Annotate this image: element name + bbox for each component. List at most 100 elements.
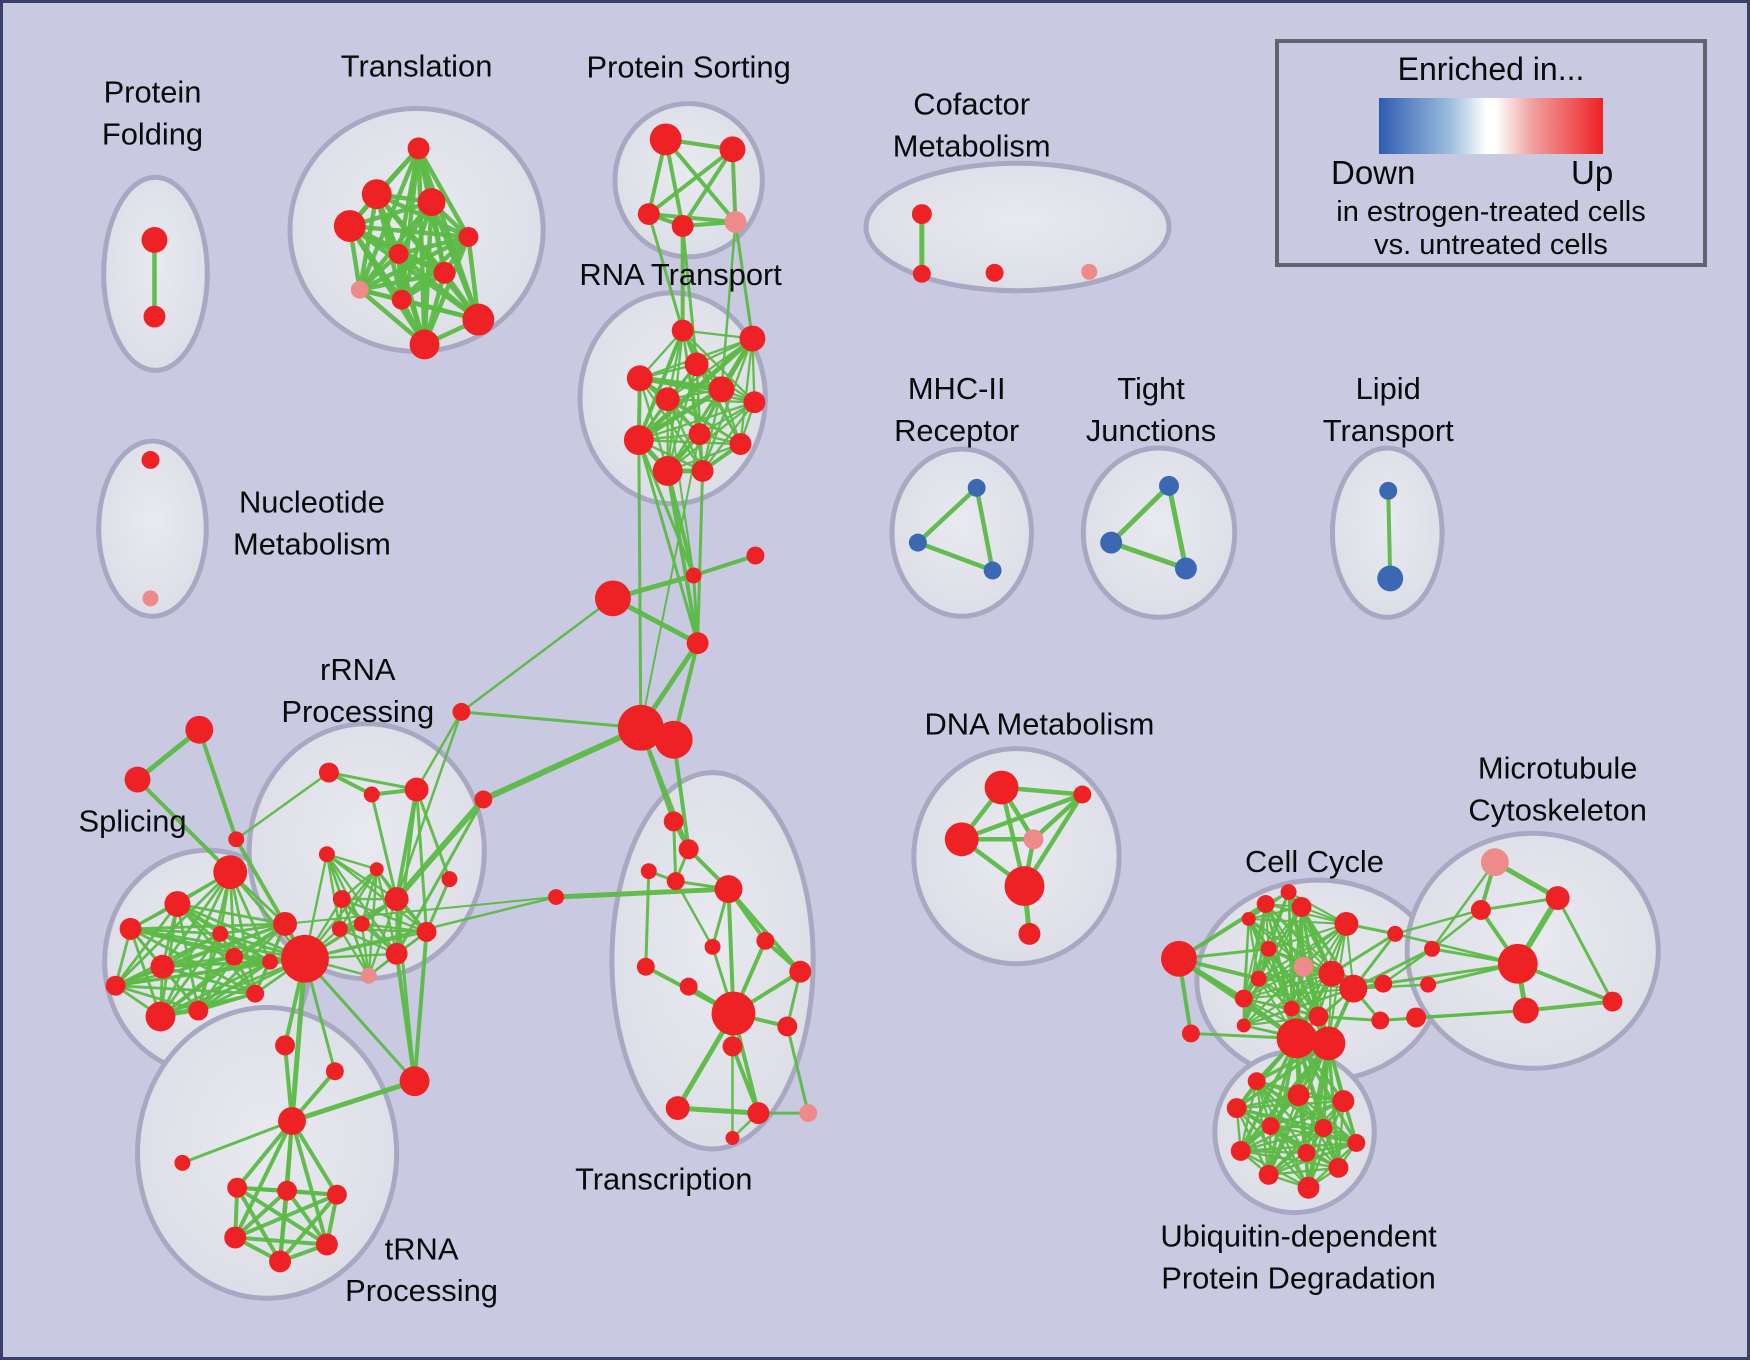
gene-set-node <box>711 991 756 1036</box>
gene-set-node <box>185 715 214 744</box>
gene-set-node <box>1287 1084 1310 1107</box>
gene-set-node <box>649 123 682 156</box>
edge <box>1242 987 1355 1000</box>
edge <box>114 984 257 996</box>
edge <box>289 956 308 1124</box>
edge <box>1523 999 1615 1013</box>
edge <box>1382 947 1434 985</box>
gene-set-node <box>1241 911 1256 926</box>
edge <box>1269 1099 1345 1128</box>
edge <box>1267 922 1348 950</box>
edge <box>114 902 179 988</box>
gene-set-node <box>141 227 168 253</box>
edge <box>290 1119 339 1197</box>
edge <box>675 1105 761 1116</box>
network-canvas: Protein Folding Translation Protein Sorting… <box>78 49 1661 1308</box>
gene-set-node <box>462 303 495 336</box>
gene-set-node <box>269 1250 292 1273</box>
edge <box>129 922 287 931</box>
cluster-label-mhc-ii-receptor: MHC-II <box>908 371 1006 406</box>
edge <box>1247 917 1348 925</box>
gene-set-node <box>1293 956 1314 977</box>
cluster-label-dna-metabolism: DNA Metabolism <box>924 707 1154 742</box>
gene-set-node <box>1377 565 1404 592</box>
gene-set-node <box>1283 1000 1300 1017</box>
gene-set-node <box>1347 1133 1366 1152</box>
edge <box>666 398 695 577</box>
gene-set-node <box>399 1066 430 1097</box>
gene-set-node <box>452 702 471 721</box>
edge <box>197 727 239 842</box>
gene-set-node <box>626 365 653 392</box>
gene-set-node <box>1314 1119 1333 1137</box>
cluster-ellipse-mhc-ii-receptor <box>889 446 1034 619</box>
gene-set-node <box>1260 940 1277 957</box>
edge <box>1269 1124 1358 1145</box>
gene-set-node <box>1161 940 1197 977</box>
gene-set-node <box>1226 1098 1247 1119</box>
edge <box>196 932 222 1012</box>
edge <box>739 337 754 446</box>
cluster-label-ubiquitin-dependent-protein-degradation: Protein Degradation <box>1161 1260 1436 1295</box>
edge <box>135 777 233 875</box>
edge <box>1479 896 1560 912</box>
edge <box>733 220 754 341</box>
gene-set-node <box>637 203 660 226</box>
edge <box>1108 483 1172 546</box>
edge <box>415 788 451 881</box>
gene-set-node <box>277 1180 297 1201</box>
gene-set-node <box>119 917 142 940</box>
gene-set-node <box>333 210 366 242</box>
edge <box>974 485 995 573</box>
gene-set-node <box>655 387 680 412</box>
gene-set-node <box>1073 785 1092 804</box>
gene-set-node <box>714 875 743 904</box>
gene-set-node <box>385 942 408 965</box>
edge <box>367 897 398 977</box>
edge <box>1297 1093 1358 1145</box>
gene-set-node <box>1297 1176 1320 1199</box>
gene-set-node <box>704 938 721 955</box>
cluster-label-tight-junctions: Junctions <box>1086 413 1216 448</box>
edge <box>338 927 370 977</box>
edge <box>1414 1009 1528 1019</box>
edge <box>325 853 398 955</box>
gene-set-node <box>332 890 351 908</box>
edge <box>1257 977 1320 1018</box>
edge <box>1430 908 1483 951</box>
gene-set-node <box>1371 1011 1390 1030</box>
edge <box>637 401 756 442</box>
gene-set-node <box>756 931 775 950</box>
gene-set-node <box>1174 557 1197 580</box>
edge <box>701 401 756 473</box>
gene-set-node <box>678 839 699 860</box>
cluster-label-protein-sorting: Protein Sorting <box>587 50 791 85</box>
gene-set-node <box>743 391 766 414</box>
gene-set-node <box>1379 481 1398 500</box>
gene-set-node <box>548 889 565 906</box>
edge <box>1430 860 1497 951</box>
gene-set-node <box>671 215 694 237</box>
gene-set-node <box>1545 886 1570 910</box>
edge <box>459 710 643 730</box>
edge <box>1239 1036 1299 1153</box>
edge <box>180 1119 294 1165</box>
gene-set-node <box>671 319 694 342</box>
gene-set-node <box>1276 1018 1317 1059</box>
gene-set-node <box>325 1062 344 1081</box>
edge <box>637 438 742 446</box>
edge <box>665 468 700 646</box>
gene-set-node <box>1602 991 1623 1012</box>
legend-box: Enriched in... Down Up in estrogen-treat… <box>1275 39 1707 267</box>
gene-set-node <box>1311 1026 1346 1061</box>
gene-set-node <box>1308 1006 1329 1027</box>
edge <box>681 224 699 366</box>
gene-set-node <box>246 984 265 1003</box>
gene-set-node <box>227 1177 248 1198</box>
gene-set-node <box>228 831 245 848</box>
edge <box>196 955 236 1012</box>
gene-set-node <box>1374 974 1393 993</box>
edge <box>159 932 222 1018</box>
edge <box>233 1119 294 1240</box>
gene-set-node <box>474 790 493 809</box>
